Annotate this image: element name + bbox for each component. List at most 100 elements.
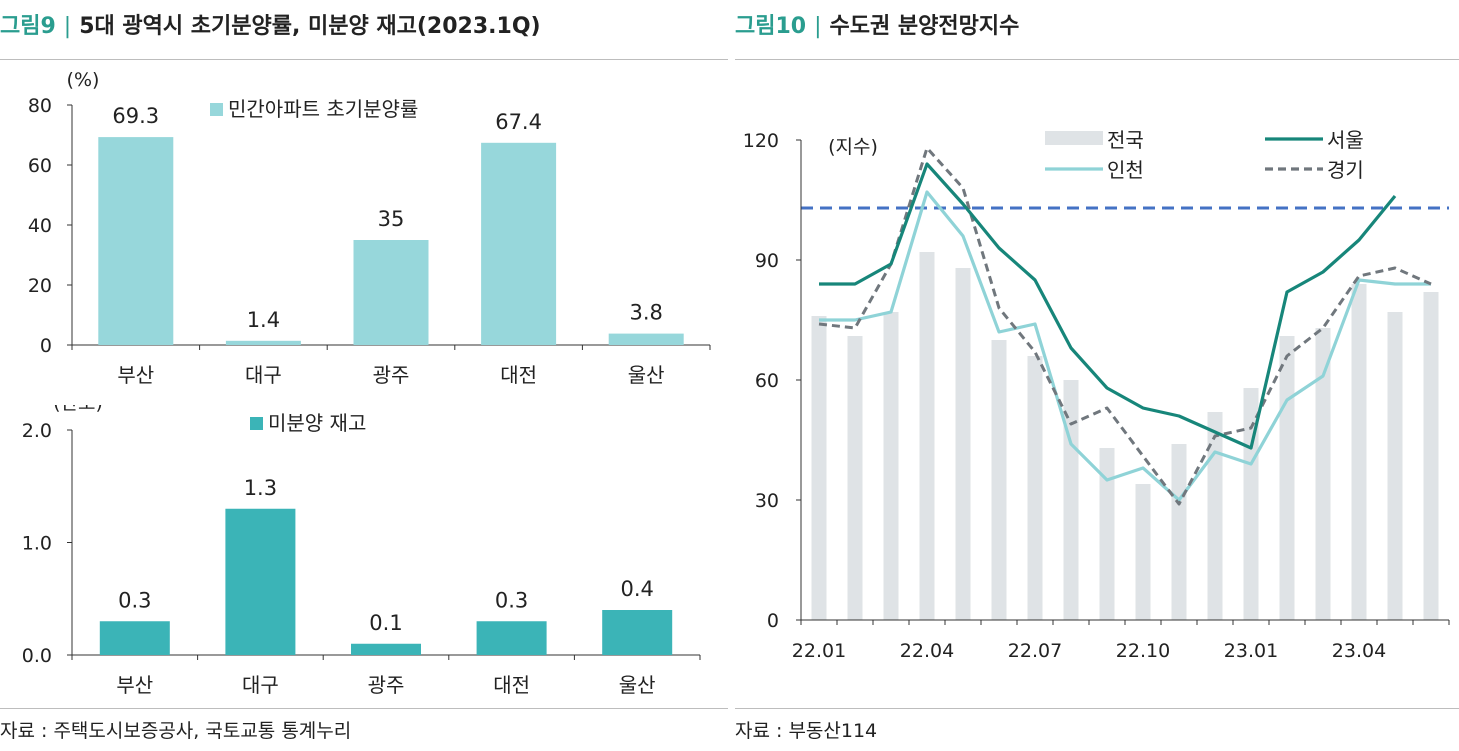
bottom-bar	[351, 643, 421, 655]
top-legend-swatch	[210, 103, 223, 116]
bottom-y-tick-label: 0.0	[22, 645, 52, 667]
national-bar	[1423, 292, 1439, 620]
right-x-tick-label: 22.01	[792, 640, 846, 662]
legend-label: 인천	[1107, 158, 1144, 182]
bottom-legend-label: 미분양 재고	[268, 411, 366, 435]
top-category-label: 광주	[373, 363, 410, 387]
legend-label: 경기	[1327, 158, 1364, 182]
top-value-label: 69.3	[112, 104, 159, 128]
bottom-value-label: 0.3	[118, 588, 151, 612]
top-legend-label: 민간아파트 초기분양률	[228, 97, 418, 121]
bottom-value-label: 1.3	[244, 476, 277, 500]
bottom-unit-label: (만호)	[53, 405, 103, 414]
national-bar	[1315, 328, 1331, 620]
figure-10-source: 자료 : 부동산114	[735, 720, 878, 742]
right-unit-label: (지수)	[828, 136, 878, 158]
legend-swatch-national	[1045, 131, 1103, 145]
series-line-gyeonggi	[818, 146, 1432, 506]
top-y-tick-label: 60	[28, 155, 52, 177]
national-bar	[1351, 284, 1367, 620]
right-y-tick-label: 90	[755, 250, 779, 272]
right-x-tick-label: 22.07	[1008, 640, 1062, 662]
bottom-bar	[225, 508, 296, 655]
national-bar	[1063, 380, 1079, 620]
top-bar	[481, 142, 557, 345]
legend-label: 서울	[1327, 128, 1364, 152]
bottom-category-label: 대전	[493, 673, 530, 697]
figure-9-title: 그림9 | 5대 광역시 초기분양률, 미분양 재고(2023.1Q)	[0, 8, 541, 40]
title-divider	[735, 59, 1459, 60]
bottom-bar	[602, 610, 673, 655]
national-bar	[1387, 312, 1403, 620]
figure-9-title-text: 5대 광역시 초기분양률, 미분양 재고(2023.1Q)	[79, 14, 541, 39]
top-value-label: 67.4	[495, 110, 542, 134]
bottom-bar	[99, 621, 170, 655]
right-x-tick-label: 23.04	[1332, 640, 1386, 662]
figure-9-number: 그림9	[0, 14, 56, 39]
national-bar	[991, 340, 1007, 620]
top-bar	[98, 137, 174, 345]
national-bar	[919, 252, 935, 620]
right-y-tick-label: 0	[767, 610, 779, 632]
national-bar	[811, 316, 827, 620]
national-bar	[955, 268, 971, 620]
right-x-tick-label: 23.01	[1224, 640, 1278, 662]
bottom-value-label: 0.1	[369, 611, 402, 635]
top-value-label: 1.4	[247, 308, 280, 332]
national-bar	[1099, 448, 1115, 620]
top-y-tick-label: 20	[28, 275, 52, 297]
series-line-incheon	[819, 190, 1431, 502]
bottom-category-label: 대구	[242, 673, 279, 697]
bottom-legend-swatch	[250, 417, 263, 430]
bottom-category-label: 광주	[368, 673, 405, 697]
right-y-tick-label: 60	[755, 370, 779, 392]
bottom-category-label: 부산	[116, 673, 153, 697]
national-bar	[883, 312, 899, 620]
series-line-seoul	[819, 162, 1397, 450]
figure-10-title: 그림10 | 수도권 분양전망지수	[735, 8, 1019, 40]
top-unit-label: (%)	[67, 69, 100, 91]
national-bar	[847, 336, 863, 620]
figure-10-number: 그림10	[735, 14, 807, 39]
top-y-tick-label: 40	[28, 215, 52, 237]
bottom-y-tick-label: 1.0	[22, 533, 52, 555]
presale-rate-bar-chart: 0 20 40 60 80 (%) 69.3 부산 1.4 대구 35 광주 67.4 대전 3.8 울산 민간…	[28, 69, 711, 387]
top-value-label: 35	[378, 207, 405, 231]
top-bar	[225, 340, 301, 345]
top-category-label: 부산	[117, 363, 154, 387]
right-x-tick-label: 22.04	[900, 640, 954, 662]
national-bar	[1207, 412, 1223, 620]
bottom-y-tick-label: 2.0	[22, 420, 52, 442]
top-category-label: 대구	[245, 363, 282, 387]
top-category-label: 대전	[500, 363, 537, 387]
top-bar	[608, 333, 684, 345]
top-category-label: 울산	[628, 363, 665, 387]
national-bar	[1027, 356, 1043, 620]
right-y-tick-label: 30	[755, 490, 779, 512]
source-divider	[735, 708, 1459, 709]
figure-10-panel: 그림10 | 수도권 분양전망지수 0 30 60 90 120 (지수) 22.01 22.04…	[735, 0, 1459, 751]
source-divider	[0, 708, 728, 709]
title-separator: |	[814, 14, 822, 39]
national-bar	[1171, 444, 1187, 620]
unsold-inventory-bar-chart: 0.0 1.0 2.0(만호) 0.3 부산 1.3 대구 0.1 광주 0.3 대전 0.4 울산 미분…	[22, 405, 701, 697]
right-y-tick-label: 120	[743, 130, 779, 152]
legend-label: 전국	[1107, 128, 1144, 152]
top-y-tick-label: 0	[40, 335, 52, 357]
bottom-category-label: 울산	[619, 673, 656, 697]
figure-9-source: 자료 : 주택도시보증공사, 국토교통 통계누리	[0, 720, 352, 742]
top-value-label: 3.8	[629, 301, 662, 325]
presale-outlook-index-chart: 0 30 60 90 120 (지수) 22.01 22.04 22.07 22.10 23.01 2…	[743, 128, 1450, 662]
right-x-tick-label: 22.10	[1116, 640, 1170, 662]
top-bar	[353, 240, 429, 345]
bottom-value-label: 0.3	[495, 588, 528, 612]
figure-10-title-text: 수도권 분양전망지수	[829, 14, 1020, 39]
national-bar	[1135, 484, 1151, 620]
title-separator: |	[63, 14, 72, 39]
figure-9-panel: 그림9 | 5대 광역시 초기분양률, 미분양 재고(2023.1Q) 0 20 40 6…	[0, 0, 728, 751]
title-divider	[0, 59, 728, 60]
bottom-value-label: 0.4	[620, 577, 653, 601]
national-bar	[1279, 336, 1295, 620]
top-y-tick-label: 80	[28, 95, 52, 117]
bottom-bar	[476, 621, 547, 655]
